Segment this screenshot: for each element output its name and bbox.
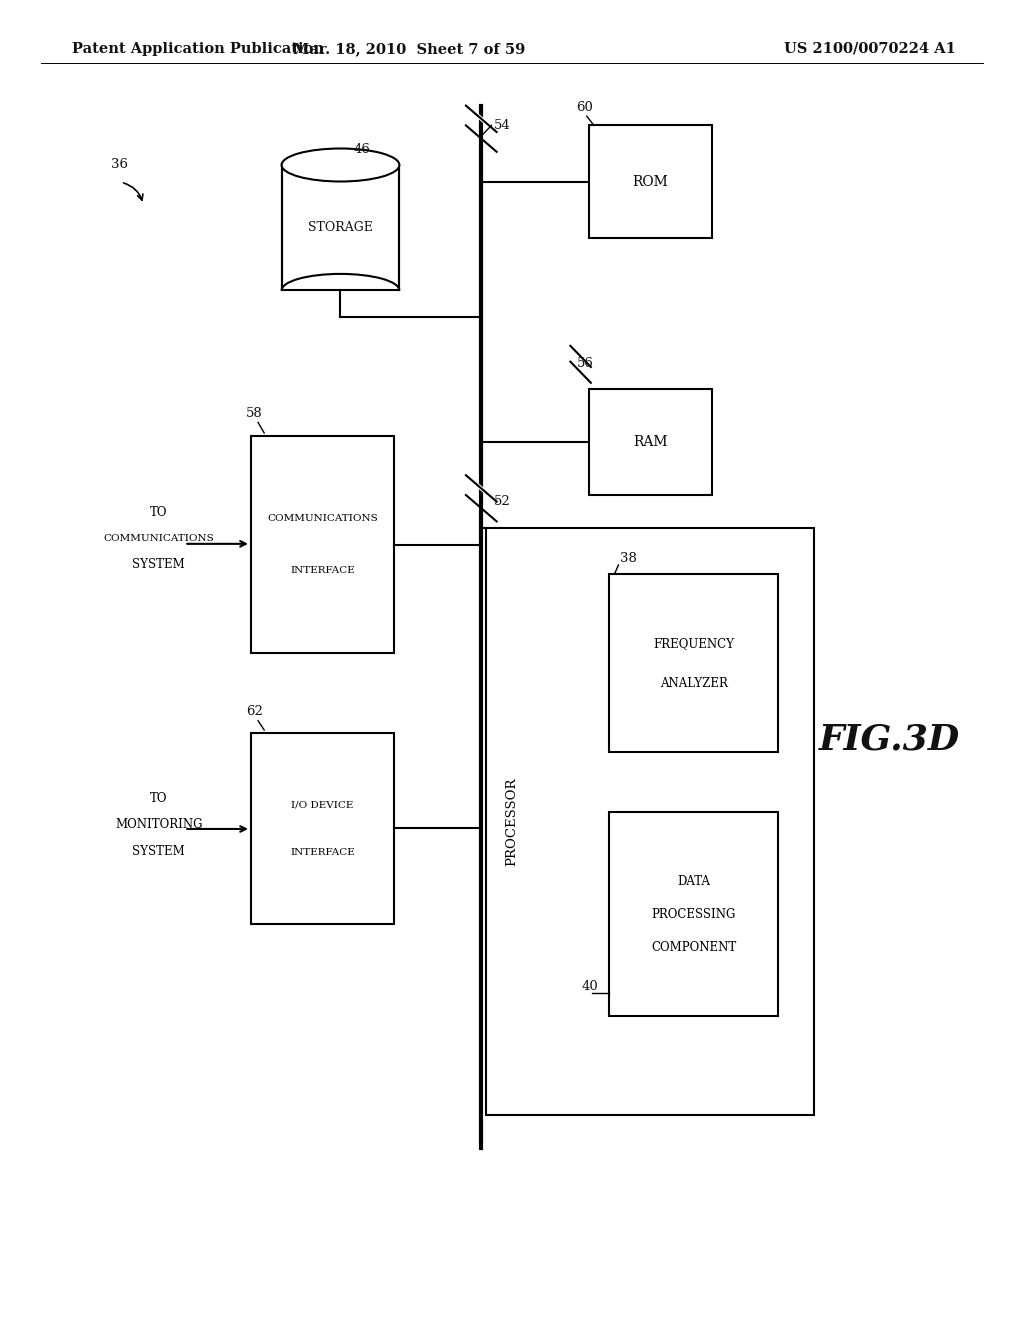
- FancyBboxPatch shape: [486, 528, 814, 1115]
- Text: 62: 62: [246, 705, 262, 718]
- Text: US 2100/0070224 A1: US 2100/0070224 A1: [784, 42, 956, 55]
- Text: INTERFACE: INTERFACE: [290, 566, 355, 576]
- Text: COMMUNICATIONS: COMMUNICATIONS: [267, 513, 378, 523]
- FancyBboxPatch shape: [251, 733, 394, 924]
- FancyBboxPatch shape: [589, 389, 712, 495]
- FancyBboxPatch shape: [282, 165, 399, 290]
- Text: Mar. 18, 2010  Sheet 7 of 59: Mar. 18, 2010 Sheet 7 of 59: [294, 42, 525, 55]
- Text: INTERFACE: INTERFACE: [290, 847, 355, 857]
- Text: MONITORING: MONITORING: [115, 818, 203, 832]
- Text: 46: 46: [353, 143, 370, 156]
- FancyBboxPatch shape: [609, 812, 778, 1016]
- Text: COMMUNICATIONS: COMMUNICATIONS: [103, 535, 214, 543]
- Text: 52: 52: [494, 495, 510, 508]
- FancyBboxPatch shape: [589, 125, 712, 238]
- Text: I/O DEVICE: I/O DEVICE: [292, 800, 353, 809]
- Text: PROCESSOR: PROCESSOR: [506, 777, 518, 866]
- Text: TO: TO: [150, 792, 168, 805]
- Text: FREQUENCY: FREQUENCY: [653, 638, 734, 649]
- Text: ANALYZER: ANALYZER: [659, 677, 728, 689]
- FancyBboxPatch shape: [609, 574, 778, 752]
- Text: 36: 36: [111, 158, 128, 172]
- Text: RAM: RAM: [633, 436, 668, 449]
- Text: 38: 38: [620, 552, 636, 565]
- Text: 58: 58: [246, 407, 262, 420]
- Text: 60: 60: [577, 100, 593, 114]
- Text: 54: 54: [494, 119, 510, 132]
- Text: FIG.3D: FIG.3D: [819, 722, 961, 756]
- Text: DATA: DATA: [677, 875, 711, 887]
- Text: SYSTEM: SYSTEM: [132, 845, 185, 858]
- Text: 56: 56: [577, 356, 593, 370]
- Text: STORAGE: STORAGE: [308, 222, 373, 234]
- Text: PROCESSING: PROCESSING: [651, 908, 736, 920]
- Ellipse shape: [282, 149, 399, 181]
- Text: Patent Application Publication: Patent Application Publication: [72, 42, 324, 55]
- Text: TO: TO: [150, 506, 168, 519]
- Text: ROM: ROM: [633, 174, 668, 189]
- Text: COMPONENT: COMPONENT: [651, 941, 736, 953]
- FancyBboxPatch shape: [251, 436, 394, 653]
- Text: 40: 40: [582, 979, 598, 993]
- Text: SYSTEM: SYSTEM: [132, 558, 185, 572]
